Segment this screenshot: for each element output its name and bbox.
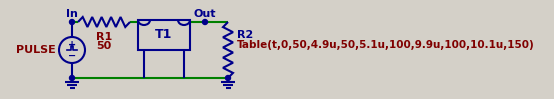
- Bar: [138, 20, 190, 50]
- Text: T1: T1: [155, 29, 173, 41]
- Text: 50: 50: [96, 41, 111, 51]
- Circle shape: [69, 20, 74, 24]
- Text: +: +: [68, 40, 76, 50]
- Circle shape: [203, 20, 208, 24]
- Text: R2: R2: [237, 30, 253, 40]
- Text: In: In: [66, 9, 78, 19]
- Circle shape: [69, 76, 74, 80]
- Text: R1: R1: [96, 32, 112, 42]
- Text: Table(t,0,50,4.9u,50,5.1u,100,9.9u,100,10.1u,150): Table(t,0,50,4.9u,50,5.1u,100,9.9u,100,1…: [237, 40, 535, 50]
- Circle shape: [225, 76, 230, 80]
- Text: Out: Out: [194, 9, 216, 19]
- Text: PULSE: PULSE: [16, 45, 56, 55]
- Text: −: −: [68, 51, 76, 61]
